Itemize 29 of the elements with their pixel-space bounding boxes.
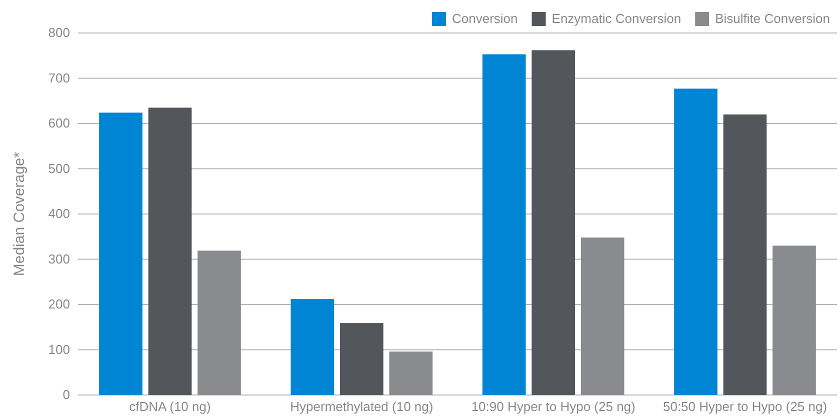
bar xyxy=(340,323,384,395)
bar xyxy=(674,88,718,395)
bar xyxy=(290,299,334,395)
x-tick-label: 10:90 Hyper to Hypo (25 ng) xyxy=(471,399,636,414)
bar xyxy=(389,352,433,395)
y-tick-label: 0 xyxy=(62,387,70,402)
bar xyxy=(148,108,192,395)
bar xyxy=(772,246,816,395)
bar xyxy=(580,238,624,395)
bar xyxy=(99,112,142,395)
x-tick-label: Hypermethylated (10 ng) xyxy=(290,399,434,414)
y-tick-label: 500 xyxy=(48,160,70,176)
bar xyxy=(532,50,575,395)
bar xyxy=(723,114,767,395)
y-tick-label: 600 xyxy=(48,116,70,131)
y-tick-label: 300 xyxy=(48,251,70,266)
y-tick-label: 400 xyxy=(48,206,70,222)
y-tick-label: 700 xyxy=(48,70,70,86)
legend-label: Bisulfite Conversion xyxy=(715,11,830,26)
x-tick-label: 50:50 Hyper to Hypo (25 ng) xyxy=(662,399,828,414)
y-tick-label: 100 xyxy=(48,342,70,357)
legend-label: Enzymatic Conversion xyxy=(552,11,682,26)
legend-label: Conversion xyxy=(452,11,518,26)
x-tick-label: cfDNA (10 ng) xyxy=(129,399,211,414)
y-axis-title: Median Coverage* xyxy=(11,152,28,276)
y-tick-label: 200 xyxy=(48,296,70,312)
bar xyxy=(198,250,241,395)
bar xyxy=(482,54,526,395)
y-tick-label: 800 xyxy=(48,25,70,40)
